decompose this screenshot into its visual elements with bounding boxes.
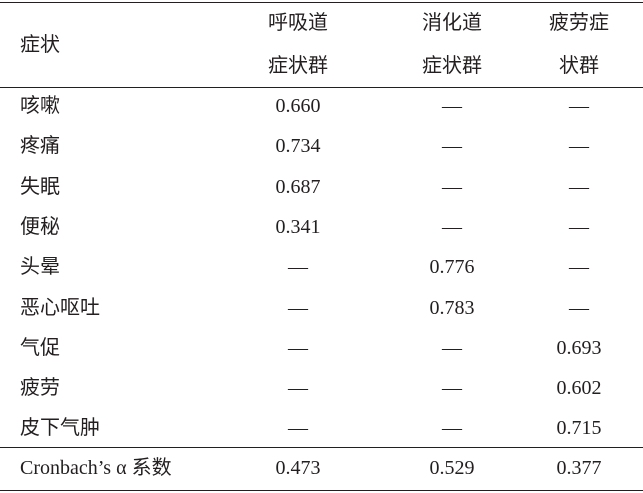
loading-value: — xyxy=(569,215,589,238)
header-cell: 症状群 xyxy=(422,55,482,77)
loading-value: — xyxy=(569,95,589,117)
bottom-rule xyxy=(0,490,643,491)
header-cell: 状群 xyxy=(559,55,599,77)
loading-value: — xyxy=(442,95,462,117)
loading-value: — xyxy=(442,417,462,440)
alpha-value: 0.473 xyxy=(275,457,321,479)
loading-value: — xyxy=(442,175,462,198)
loading-value: — xyxy=(569,135,589,158)
header-cell: 症状 xyxy=(20,34,60,56)
summary-rule xyxy=(0,447,643,448)
loading-value: — xyxy=(288,377,308,400)
summary-label: Cronbach’s α 系数 xyxy=(20,457,172,479)
loading-value: — xyxy=(442,336,462,359)
row-label: 气促 xyxy=(20,336,60,359)
row-label: 疼痛 xyxy=(20,135,60,158)
row-label: 疲劳 xyxy=(20,377,60,400)
loading-value: 0.776 xyxy=(429,256,475,279)
loading-value: 0.693 xyxy=(556,336,602,359)
loading-value: 0.783 xyxy=(429,296,475,319)
loading-value: — xyxy=(442,135,462,158)
row-label: 头晕 xyxy=(20,256,60,279)
header-cell: 症状群 xyxy=(268,55,328,77)
row-label: 恶心呕吐 xyxy=(20,296,100,319)
header-rule xyxy=(0,87,643,88)
loading-value: 0.660 xyxy=(275,95,321,117)
header-cell: 呼吸道 xyxy=(268,12,328,34)
row-label: 皮下气肿 xyxy=(20,417,100,440)
loading-value: — xyxy=(569,296,589,319)
loading-value: 0.602 xyxy=(556,377,602,400)
loading-value: 0.715 xyxy=(556,417,602,440)
loading-value: — xyxy=(288,296,308,319)
header-cell: 消化道 xyxy=(422,12,482,34)
row-label: 咳嗽 xyxy=(20,95,60,117)
loading-value: 0.734 xyxy=(275,135,321,158)
loading-value: 0.687 xyxy=(275,175,321,198)
top-rule xyxy=(0,2,643,3)
loading-value: — xyxy=(288,256,308,279)
row-label: 便秘 xyxy=(20,215,60,238)
alpha-value: 0.529 xyxy=(429,457,475,479)
loading-value: — xyxy=(569,256,589,279)
loading-value: 0.341 xyxy=(275,215,321,238)
header-cell: 疲劳症 xyxy=(549,12,609,34)
loading-value: — xyxy=(288,417,308,440)
loading-value: — xyxy=(442,215,462,238)
loading-value: — xyxy=(288,336,308,359)
loading-value: — xyxy=(569,175,589,198)
row-label: 失眠 xyxy=(20,175,60,198)
alpha-value: 0.377 xyxy=(556,457,602,479)
loading-value: — xyxy=(442,377,462,400)
